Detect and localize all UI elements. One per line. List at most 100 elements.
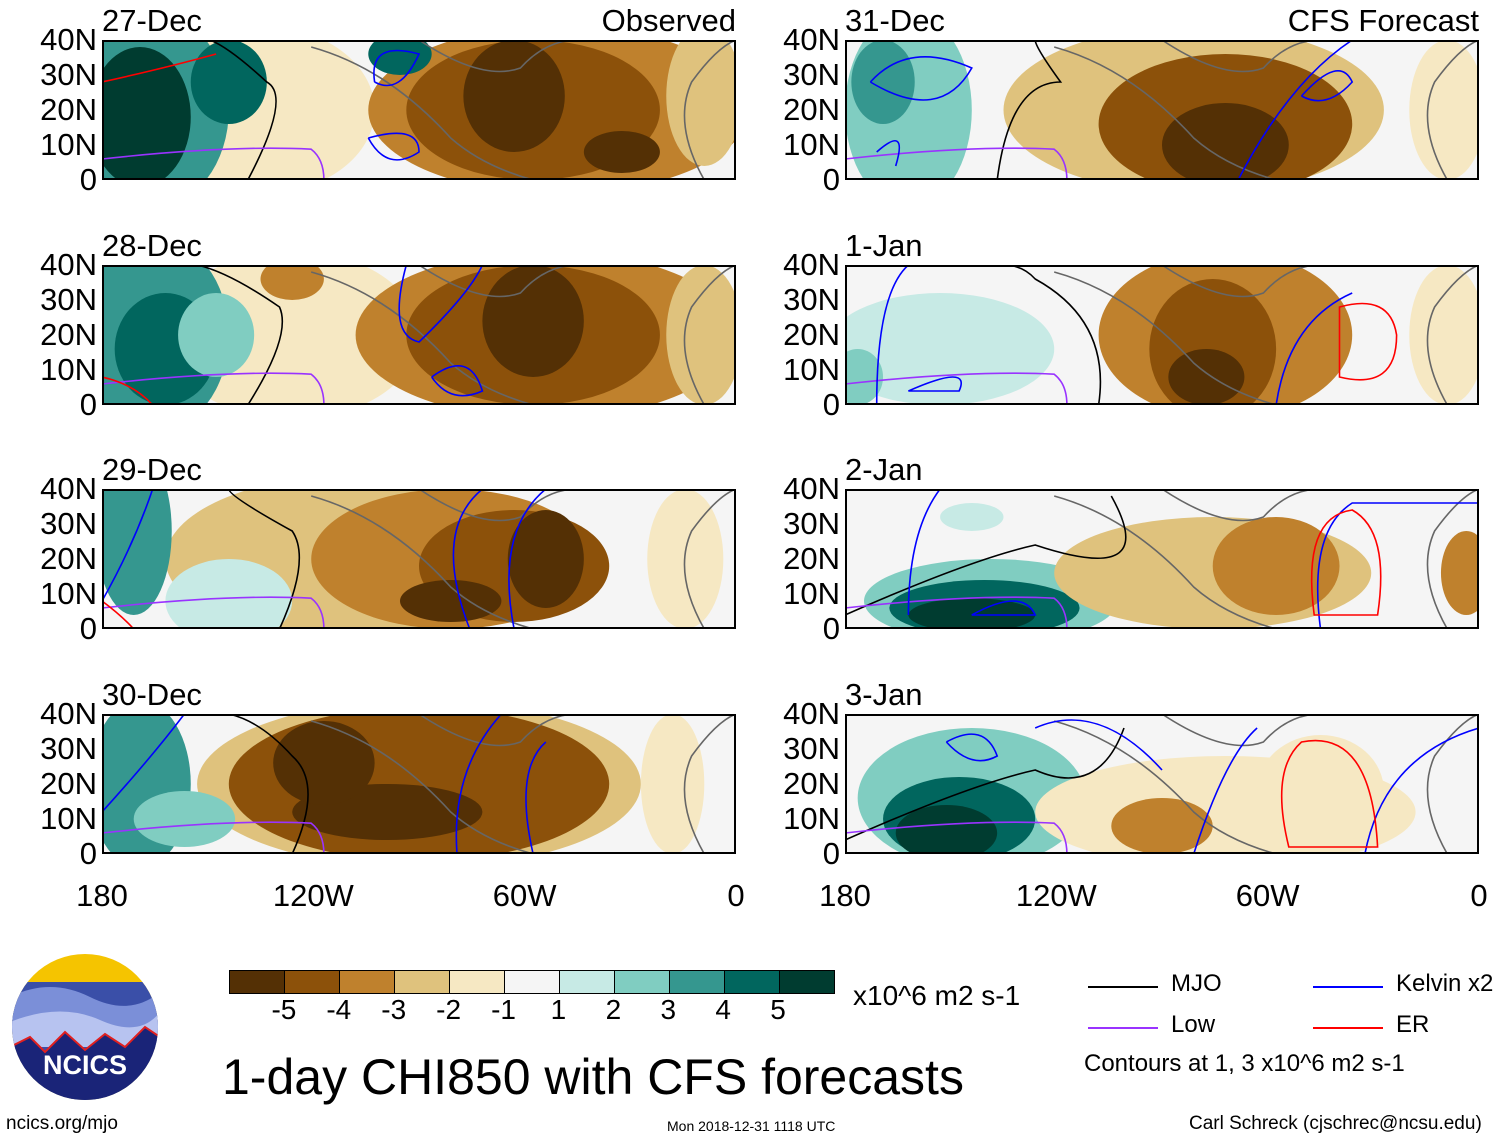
y-tick-label: 30N [783,731,840,766]
y-tick-label: 0 [79,836,97,871]
colorbar-swatch [504,971,559,993]
kelvin-contour [869,40,1354,180]
mjo-contour [845,495,1127,616]
y-tick-label: 30N [40,282,97,317]
coastline [1053,265,1479,405]
y-tick-label: 10N [783,801,840,836]
y-tick-label: 0 [79,387,97,422]
ncics-logo: NCICS [10,952,160,1107]
kelvin-contour [907,489,1479,629]
anomaly-region [507,510,584,608]
colorbar-tick-label: 1 [550,994,567,1025]
kelvin-contour [875,265,1353,405]
anomaly-region [1168,349,1245,405]
map-panel [845,714,1479,854]
anomaly-region [851,40,915,124]
observed-column-label: Observed [601,3,736,38]
x-tick-label: 0 [1470,878,1488,913]
kelvin-contour [367,49,421,161]
x-tick-label: 180 [819,878,871,913]
low-contour [102,821,325,854]
contour-note: Contours at 1, 3 x10^6 m2 s-1 [1084,1050,1405,1077]
anomaly-region [1212,517,1340,615]
anomaly-region [895,805,998,854]
legend-label: MJO [1171,970,1222,997]
y-tick-label: 40N [783,247,840,282]
x-tick-label: 60W [1235,878,1300,913]
svg-text:NCICS: NCICS [43,1050,127,1080]
y-tick-label: 30N [783,282,840,317]
y-tick-label: 30N [783,57,840,92]
x-tick-label: 120W [272,878,354,913]
mjo-contour [228,489,301,629]
colorbar-tick-label: -1 [491,994,516,1025]
colorbar-units: x10^6 m2 s-1 [853,980,1021,1011]
y-tick-label: 40N [40,696,97,731]
y-tick-label: 0 [79,611,97,646]
footer-timestamp: Mon 2018-12-31 1118 UTC [667,1118,836,1134]
y-tick-label: 40N [40,22,97,57]
mjo-contour [209,40,277,180]
y-tick-label: 20N [783,92,840,127]
low-contour [845,372,1068,405]
y-tick-label: 30N [783,506,840,541]
colorbar-tick-label: 2 [605,994,622,1025]
coastline [1053,489,1479,629]
er-contour [1310,509,1382,616]
colorbar [229,970,835,994]
anomaly-region [463,40,565,152]
panel-date-label: 2-Jan [845,452,923,487]
map-panel [845,265,1479,405]
er-contour [1280,739,1379,848]
anomaly-region [399,580,502,622]
footer-url[interactable]: ncics.org/mjo [6,1113,118,1134]
anomaly-region [845,293,1055,405]
x-tick-label: 180 [76,878,128,913]
mjo-contour [228,714,309,854]
anomaly-region [1257,735,1384,847]
colorbar-swatch [394,971,449,993]
map-panel [102,265,736,405]
colorbar-swatch [230,971,284,993]
anomaly-region [1162,103,1289,180]
anomaly-region [273,721,375,805]
mjo-contour [196,265,284,405]
panel-date-label: 27-Dec [102,3,202,38]
y-tick-label: 0 [822,836,840,871]
y-tick-label: 20N [783,541,840,576]
legend-line [1313,1027,1383,1029]
legend-line [1313,986,1383,988]
anomaly-region [1409,265,1479,405]
anomaly-region [260,265,324,300]
y-tick-label: 0 [822,162,840,197]
low-contour [845,821,1068,854]
anomaly-region [133,791,236,847]
anomaly-region [1111,798,1213,854]
y-tick-label: 10N [40,127,97,162]
anomaly-region [666,40,736,166]
er-contour [102,53,217,83]
colorbar-swatch [724,971,779,993]
y-tick-label: 10N [40,352,97,387]
y-tick-label: 20N [40,92,97,127]
anomaly-region [178,293,255,377]
y-tick-label: 30N [40,57,97,92]
panel-date-label: 29-Dec [102,452,202,487]
y-tick-label: 0 [822,611,840,646]
kelvin-contour [102,714,547,854]
low-contour [845,596,1068,629]
y-tick-label: 40N [783,696,840,731]
map-panel [845,40,1479,180]
colorbar-tick-label: -3 [381,994,407,1025]
anomaly-region [1440,531,1479,615]
anomaly-region [908,598,1036,629]
kelvin-contour [398,265,484,397]
y-tick-label: 10N [783,576,840,611]
colorbar-tick-label: 4 [715,994,731,1025]
y-tick-label: 40N [40,247,97,282]
low-contour [845,147,1068,180]
coastline [310,40,736,180]
mjo-contour [1003,265,1102,405]
y-tick-label: 30N [40,506,97,541]
